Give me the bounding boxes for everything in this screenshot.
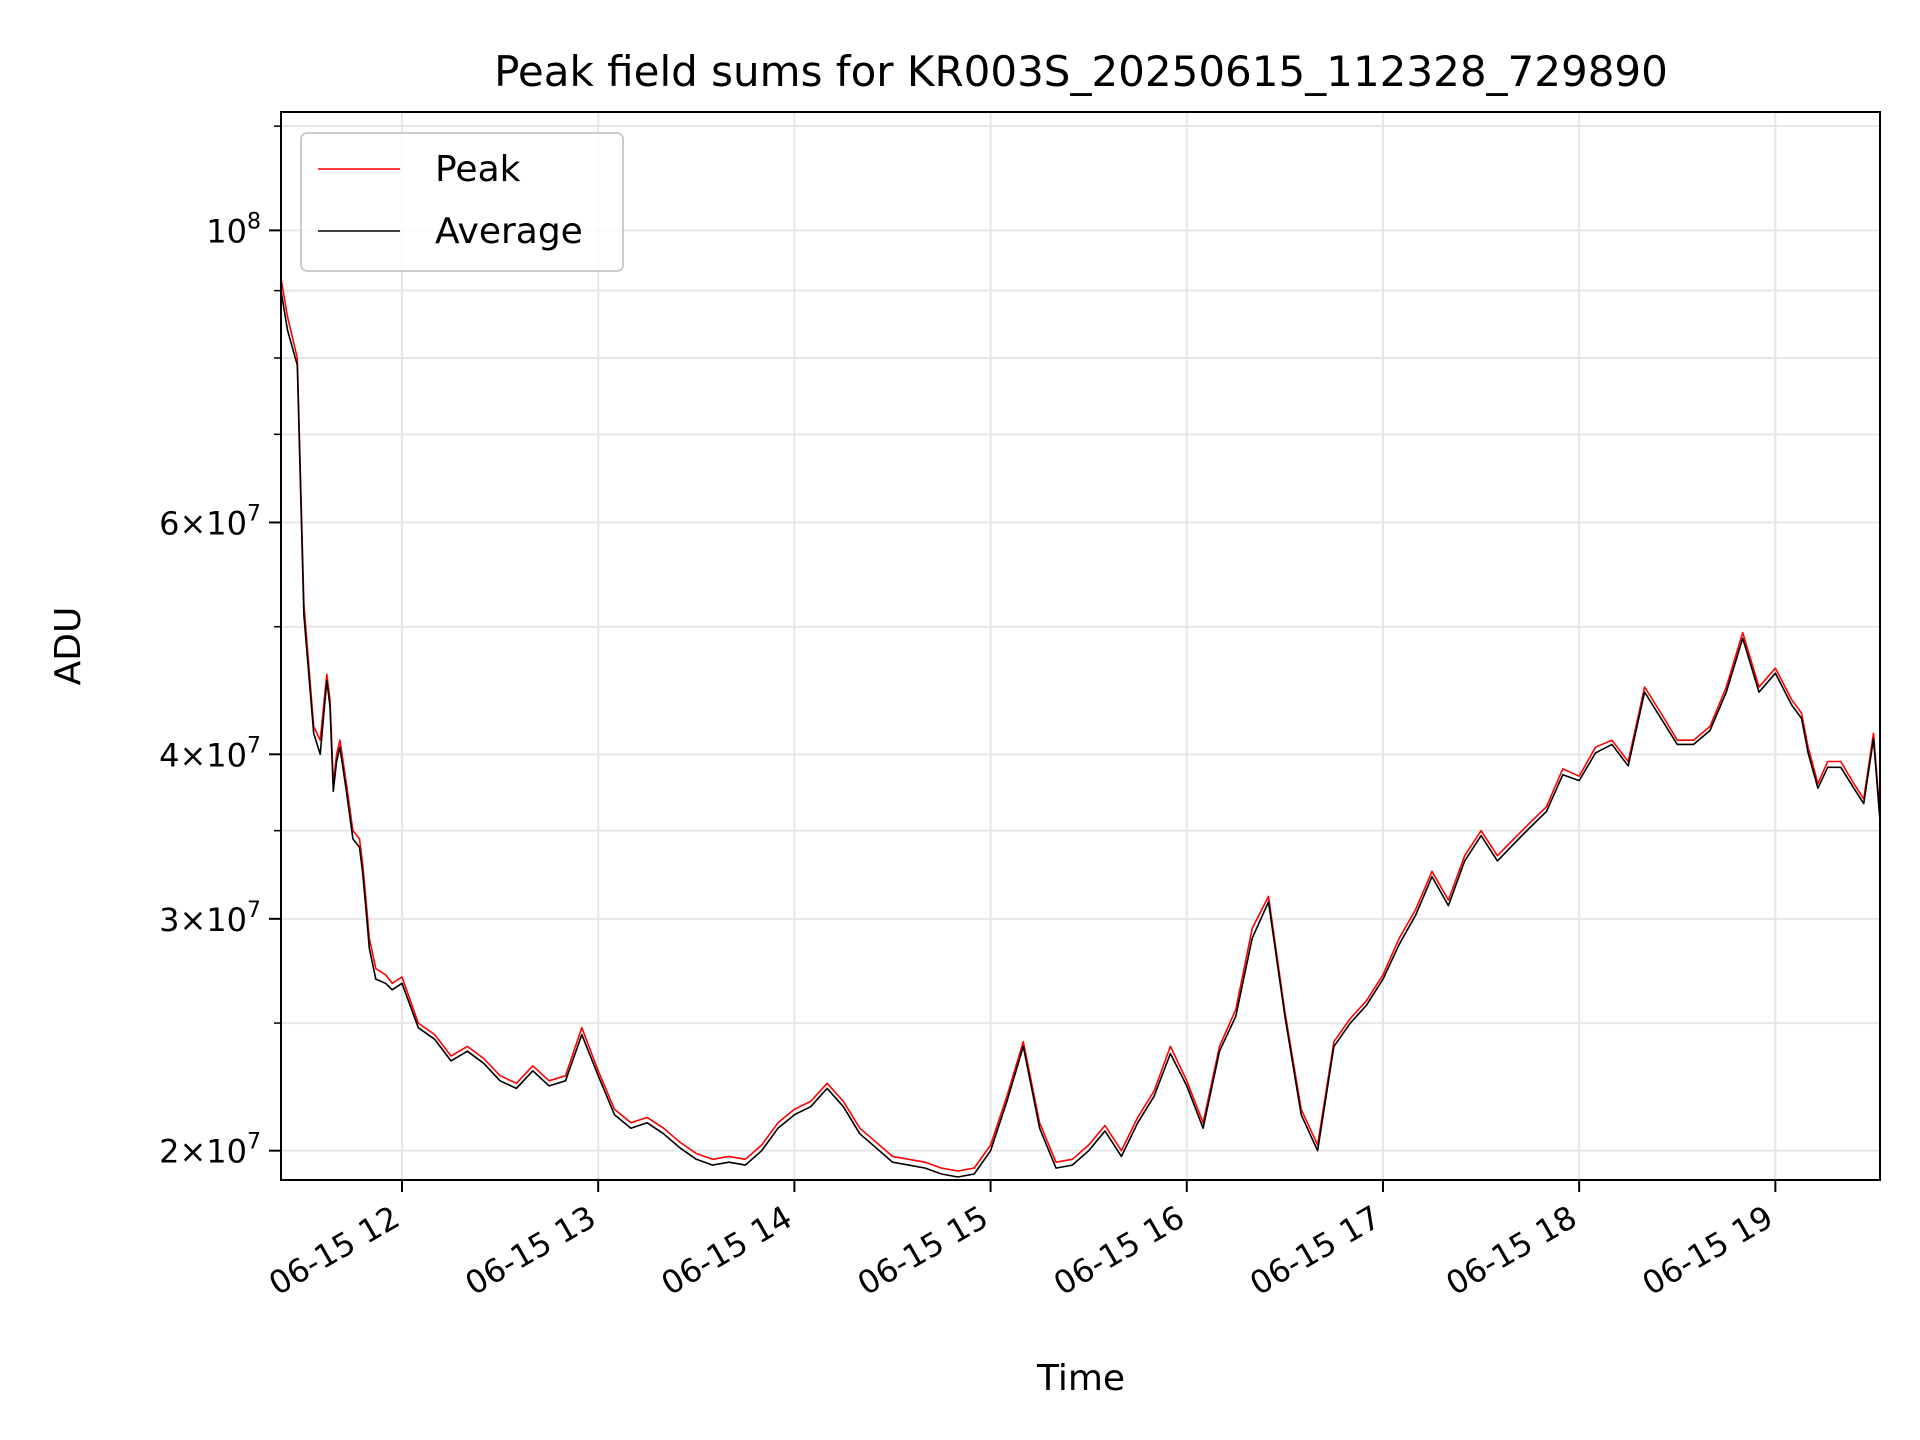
series-line-average (280, 290, 1881, 1178)
y-tick-label: 2×107 (159, 1130, 261, 1171)
legend-label-peak: Peak (435, 149, 521, 190)
chart-title: Peak field sums for KR003S_20250615_1123… (494, 47, 1668, 96)
x-tick-label: 06-15 16 (1047, 1198, 1191, 1303)
y-tick-label: 108 (206, 209, 261, 250)
x-tick-label: 06-15 19 (1636, 1198, 1780, 1303)
legend-label-average: Average (435, 211, 583, 252)
series-line-peak (280, 277, 1881, 1172)
series-layer (280, 277, 1881, 1178)
x-axis: 06-15 12 06-15 13 06-15 14 06-15 15 06-15 16… (262, 1180, 1779, 1303)
x-tick-label: 06-15 18 (1440, 1198, 1584, 1303)
y-tick-label: 3×107 (159, 898, 261, 939)
legend: Peak Average (300, 132, 624, 272)
x-tick-label: 06-15 17 (1243, 1198, 1387, 1303)
grid (281, 112, 1880, 1180)
x-axis-label: Time (1036, 1358, 1125, 1399)
x-tick-label: 06-15 15 (851, 1198, 995, 1303)
x-tick-label: 06-15 12 (262, 1198, 406, 1303)
y-axis-label: ADU (48, 607, 89, 686)
plot-frame (280, 111, 1881, 1181)
y-axis: 2×107 3×107 4×107 6×107 108 (159, 125, 281, 1171)
legend-box (300, 132, 624, 272)
x-tick-label: 06-15 13 (459, 1198, 603, 1303)
y-tick-label: 4×107 (159, 733, 261, 774)
y-tick-label: 6×107 (159, 501, 261, 542)
x-tick-label: 06-15 14 (655, 1198, 799, 1303)
